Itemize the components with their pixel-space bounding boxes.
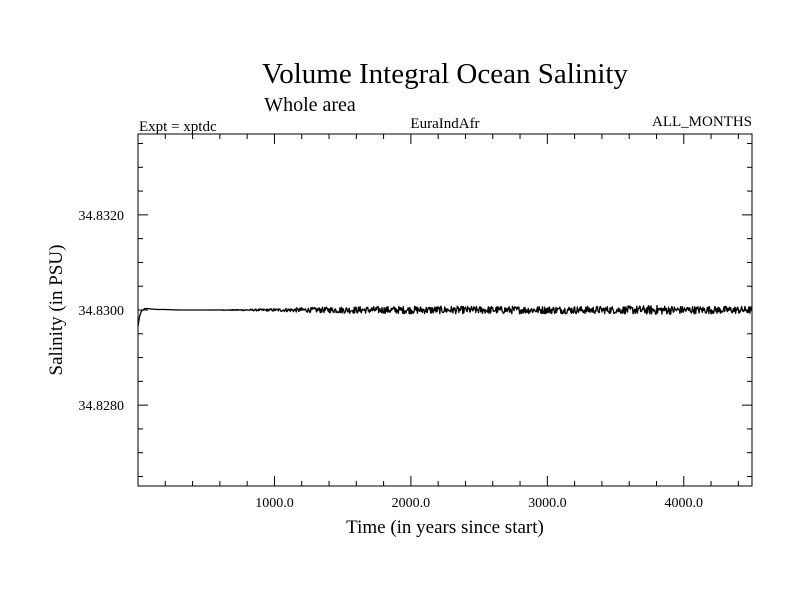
chart-title: Volume Integral Ocean Salinity	[262, 58, 628, 90]
annotation-right: ALL_MONTHS	[652, 114, 752, 130]
x-tick-label: 2000.0	[392, 496, 431, 511]
y-tick-label: 34.8300	[79, 304, 125, 319]
x-axis-label: Time (in years since start)	[346, 517, 544, 538]
y-tick-label: 34.8280	[79, 399, 125, 414]
x-tick-label: 4000.0	[665, 496, 704, 511]
annotation-center: EuraIndAfr	[410, 116, 479, 132]
plot-frame	[137, 133, 753, 487]
y-axis-label: Salinity (in PSU)	[46, 245, 67, 376]
axis-tick-labels: 1000.0 2000.0 3000.0 4000.0 34.8280 34.8300 34…	[79, 209, 704, 511]
annotation-left: Expt = xptdc	[139, 119, 217, 135]
chart-subtitle: Whole area	[264, 94, 356, 116]
y-tick-label: 34.8320	[79, 209, 125, 224]
series-line	[137, 304, 753, 327]
x-tick-label: 3000.0	[528, 496, 567, 511]
axis-ticks	[138, 134, 752, 486]
x-tick-label: 1000.0	[255, 496, 294, 511]
